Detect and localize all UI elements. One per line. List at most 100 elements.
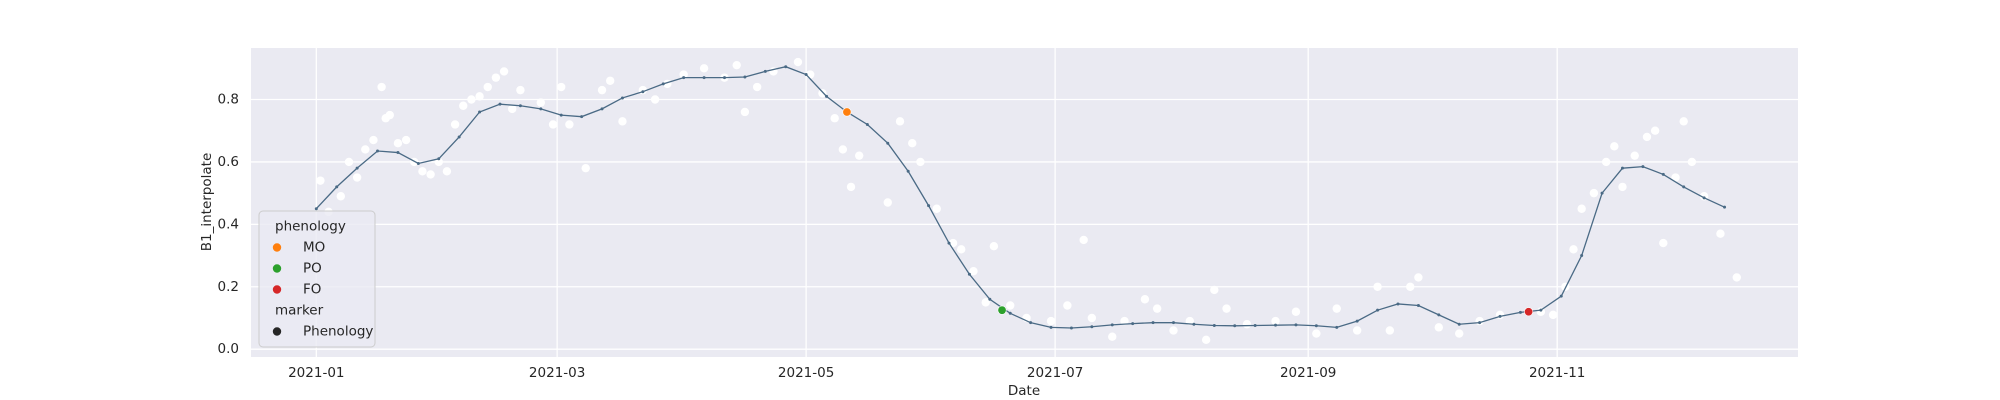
y-tick-label: 0.2 (218, 279, 239, 295)
line-point (1702, 196, 1706, 200)
line-point (1110, 323, 1114, 327)
observation-point (1385, 326, 1395, 335)
x-tick-label: 2021-09 (1280, 365, 1336, 381)
observation-point (557, 82, 566, 92)
observation-point (1006, 301, 1015, 310)
observation-point (932, 204, 941, 213)
observation-point (450, 120, 460, 129)
phenology-point (997, 305, 1007, 315)
observation-point (1291, 307, 1301, 316)
line-point (702, 76, 706, 80)
observation-point (483, 82, 492, 92)
interpolated-line (315, 66, 1725, 329)
observation-point (1569, 245, 1578, 254)
observation-point (401, 135, 411, 145)
observation-point (1108, 332, 1117, 341)
line-point (1029, 321, 1033, 325)
line-point (580, 115, 584, 119)
line-point (1233, 324, 1237, 328)
legend-label: MO (303, 240, 325, 256)
observation-point (679, 70, 688, 79)
observation-point (377, 82, 386, 92)
line-point (1682, 185, 1686, 189)
observation-point (385, 110, 394, 120)
observation-point (732, 60, 741, 70)
line-point (927, 204, 931, 208)
observation-point (1169, 326, 1178, 335)
observation-point (499, 67, 509, 76)
x-axis-label: Date (1008, 383, 1040, 399)
observation-point (618, 117, 627, 126)
legend-label: PO (303, 261, 322, 277)
observation-point (989, 241, 999, 251)
x-tick-label: 2021-11 (1529, 365, 1585, 381)
observation-point (895, 117, 905, 126)
line-point (416, 161, 420, 165)
line-point (457, 135, 461, 139)
observation-point (1732, 273, 1741, 282)
line-point (743, 75, 747, 79)
observation-point (1455, 329, 1464, 338)
line-point (396, 151, 400, 155)
observation-point (699, 64, 709, 73)
observation-point (1140, 295, 1150, 304)
line-point (825, 94, 829, 98)
line-point (1049, 325, 1053, 329)
observation-point (1152, 304, 1162, 313)
line-point (1314, 324, 1318, 328)
line-point (1580, 254, 1584, 258)
line-point (865, 122, 869, 126)
line-point (1274, 323, 1278, 327)
line-point (1090, 325, 1094, 329)
phenology-point (1524, 307, 1534, 317)
observation-point (1242, 320, 1252, 329)
line-point (1620, 166, 1624, 170)
observation-point (597, 85, 607, 95)
observation-point (1671, 173, 1680, 182)
line-point (1171, 321, 1175, 325)
observation-point (1589, 188, 1599, 198)
line-point (763, 69, 767, 73)
grid (251, 48, 1798, 357)
line-point (1069, 326, 1073, 330)
observation-point (1079, 235, 1088, 245)
line-point (1376, 308, 1380, 312)
observation-point (491, 73, 501, 82)
line-point (804, 73, 808, 77)
legend-marker (272, 327, 282, 336)
observation-point (1679, 117, 1688, 126)
legend-marker (272, 264, 282, 273)
observation-point (352, 173, 362, 182)
phenology-point (842, 107, 852, 117)
observation-point (1630, 151, 1639, 160)
observation-point (846, 182, 856, 192)
line-point (641, 90, 645, 94)
line-point (335, 185, 339, 189)
observation-point (1548, 310, 1558, 320)
line-point (1723, 205, 1727, 209)
line-point (620, 96, 624, 100)
line-point (906, 169, 910, 173)
observation-point (1650, 126, 1660, 135)
line-point (1253, 323, 1257, 327)
line-point (1498, 314, 1502, 318)
y-tick-label: 0.6 (218, 154, 239, 170)
x-tick-label: 2021-01 (288, 365, 344, 381)
line-point (1600, 191, 1604, 195)
line-point (1518, 310, 1522, 314)
line-point (1396, 302, 1400, 306)
observation-point (916, 157, 925, 167)
observation-point (908, 138, 917, 148)
y-tick-label: 0.8 (218, 92, 239, 108)
line-point (498, 102, 502, 106)
line-point (539, 107, 543, 111)
y-axis-label: B1_interpolate (199, 153, 215, 252)
observation-point (516, 85, 525, 95)
observation-point (793, 57, 803, 67)
observation-point (854, 151, 864, 160)
line-point (478, 110, 482, 114)
y-tick-label: 0.4 (218, 216, 239, 232)
observation-point (1406, 282, 1415, 291)
line-point (437, 157, 441, 161)
